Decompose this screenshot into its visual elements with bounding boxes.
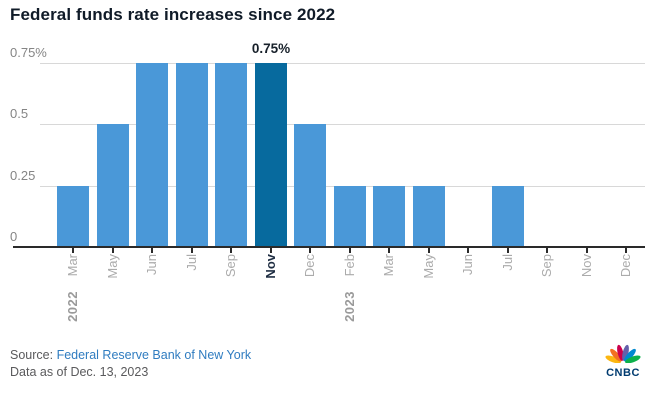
- peacock-feather-3: [622, 344, 629, 361]
- peacock-feather-5: [625, 355, 641, 364]
- x-axis-tick-4: [230, 248, 232, 253]
- year-label-2022: 2022: [65, 291, 80, 322]
- peacock-feather-4: [624, 348, 636, 362]
- gridline-0.75%: [40, 63, 645, 64]
- x-axis-tick-0: [72, 248, 74, 253]
- x-axis-label-Jul-3: Jul: [184, 254, 199, 271]
- chart-bar-Mar-0[interactable]: [57, 186, 89, 247]
- chart-bar-Nov-5[interactable]: [255, 63, 287, 247]
- chart-bar-May-9[interactable]: [413, 186, 445, 247]
- x-axis-tick-6: [309, 248, 311, 253]
- peacock-feather-1: [610, 348, 622, 362]
- bar-chart-plot-area: 0 0.25 0.5 0.75% Mar May Jun Jul Sep Nov Dec Feb Mar…: [10, 45, 645, 322]
- chart-bar-Jul-3[interactable]: [176, 63, 208, 247]
- x-axis-label-Mar-0: Mar: [65, 254, 80, 277]
- chart-bar-May-1[interactable]: [97, 124, 129, 247]
- chart-bar-Dec-6[interactable]: [294, 124, 326, 247]
- x-axis-label-Jun-2: Jun: [144, 254, 159, 275]
- y-axis-label-0.75%: 0.75%: [10, 45, 47, 60]
- x-axis-label-Mar-8: Mar: [381, 254, 396, 277]
- chart-title: Federal funds rate increases since 2022: [10, 5, 336, 24]
- x-axis-label-Feb-7: Feb: [342, 254, 357, 277]
- x-axis-tick-5: [270, 248, 272, 253]
- x-axis-label-Sep-4: Sep: [223, 254, 238, 278]
- x-axis-label-Dec-6: Dec: [302, 254, 317, 278]
- x-axis-label-Sep-12: Sep: [539, 254, 554, 278]
- chart-bar-Jun-2[interactable]: [136, 63, 168, 247]
- x-axis-tick-10: [467, 248, 469, 253]
- chart-bar-Mar-8[interactable]: [373, 186, 405, 247]
- x-axis-label-Jun-10: Jun: [460, 254, 475, 275]
- gridline-0.5: [40, 124, 645, 125]
- source-line: Source: Federal Reserve Bank of New York: [10, 347, 251, 364]
- y-axis-label-0.25: 0.25: [10, 168, 36, 183]
- source-link[interactable]: Federal Reserve Bank of New York: [56, 348, 252, 362]
- x-axis-line: [13, 246, 645, 248]
- bar-value-annotation: 0.75%: [251, 41, 291, 56]
- x-axis-tick-3: [191, 248, 193, 253]
- cnbc-wordmark: CNBC: [606, 367, 640, 379]
- x-axis-tick-7: [349, 248, 351, 253]
- x-axis-tick-12: [546, 248, 548, 253]
- x-axis-label-Jul-11: Jul: [500, 254, 515, 271]
- year-label-2023: 2023: [342, 291, 357, 322]
- peacock-feather-0: [605, 355, 621, 364]
- x-axis-tick-14: [625, 248, 627, 253]
- x-axis-tick-9: [428, 248, 430, 253]
- y-axis-label-0.5: 0.5: [10, 106, 29, 121]
- chart-bar-Feb-7[interactable]: [334, 186, 366, 247]
- source-prefix: Source:: [10, 348, 57, 362]
- chart-bar-Jul-11[interactable]: [492, 186, 524, 247]
- x-axis-tick-2: [151, 248, 153, 253]
- x-axis-tick-13: [586, 248, 588, 253]
- x-axis-tick-1: [112, 248, 114, 253]
- chart-bar-Sep-4[interactable]: [215, 63, 247, 247]
- x-axis-label-Nov-5: Nov: [263, 254, 278, 279]
- data-as-of: Data as of Dec. 13, 2023: [10, 365, 149, 379]
- x-axis-label-Nov-13: Nov: [579, 254, 594, 278]
- x-axis-label-Dec-14: Dec: [618, 254, 633, 278]
- x-axis-label-May-1: May: [105, 254, 120, 279]
- x-axis-tick-8: [388, 248, 390, 253]
- peacock-icon: [605, 344, 641, 364]
- cnbc-logo: CNBC: [599, 344, 647, 379]
- x-axis-label-May-9: May: [421, 254, 436, 279]
- x-axis-tick-11: [507, 248, 509, 253]
- footer: Source: Federal Reserve Bank of New York…: [10, 347, 251, 381]
- y-axis-label-0: 0: [10, 229, 18, 244]
